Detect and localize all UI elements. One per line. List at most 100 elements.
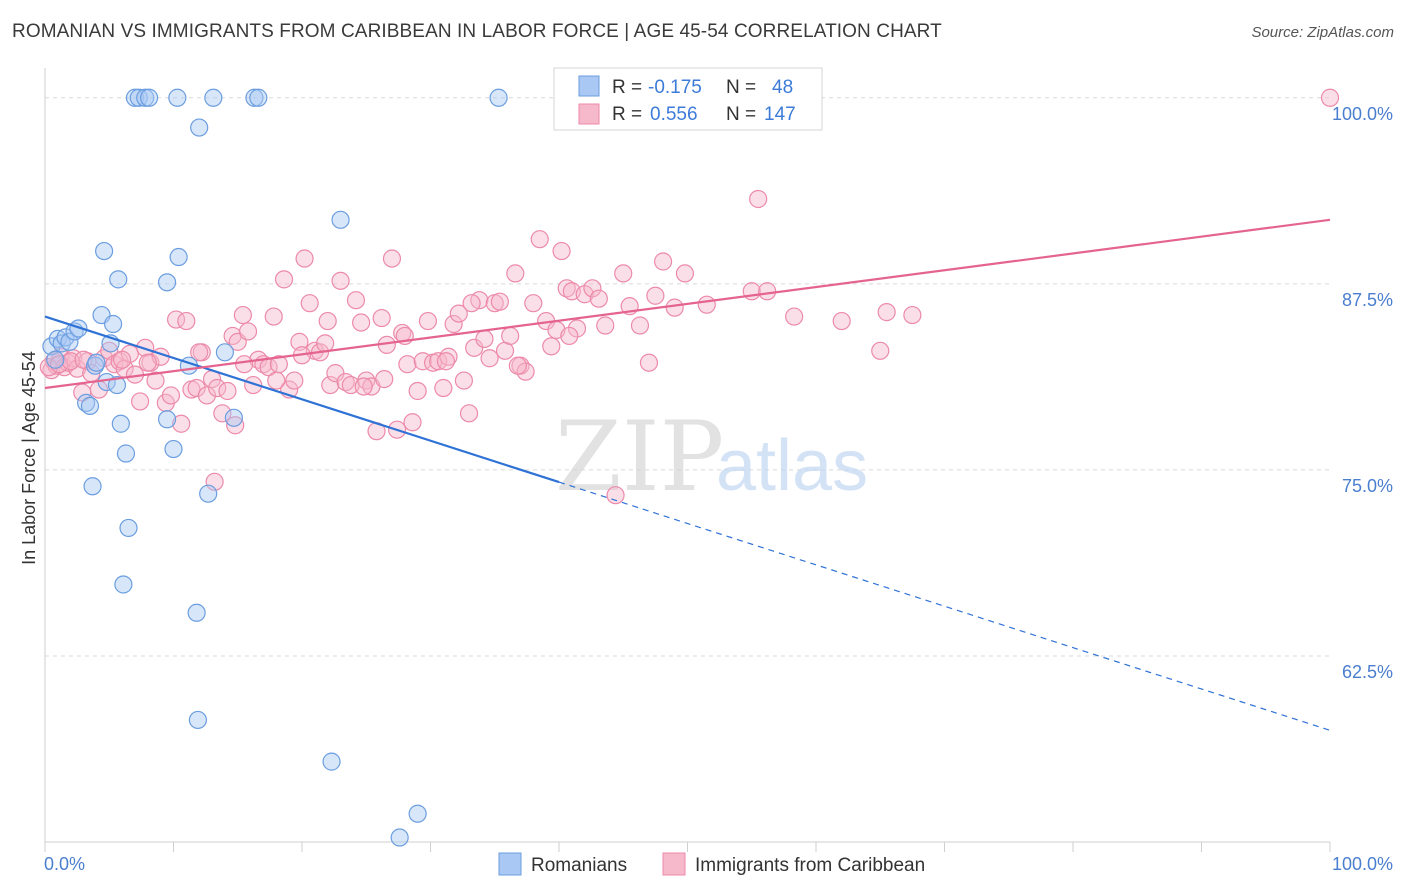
caribbean-point [375, 369, 394, 389]
caribbean-point [264, 307, 283, 326]
caribbean-point [475, 329, 494, 348]
caribbean-trend-line [44, 218, 1331, 390]
caribbean-point [213, 404, 232, 423]
romanian-point [245, 88, 264, 107]
caribbean-point [316, 334, 335, 353]
legend-n-label-1: N = [726, 77, 756, 98]
caribbean-point [542, 337, 561, 356]
romanian-point [322, 752, 341, 771]
bottom-legend-swatch-romanians [498, 852, 522, 876]
caribbean-point [832, 311, 851, 331]
romanian-point [489, 88, 508, 107]
caribbean-point [583, 279, 602, 298]
legend-swatch-romanians [578, 75, 600, 97]
y-tick-label: 62.5% [1342, 662, 1393, 682]
caribbean-point [226, 416, 245, 435]
romanian-point [86, 356, 105, 375]
caribbean-point [382, 249, 402, 268]
romanian-point [60, 332, 79, 351]
caribbean-point [398, 355, 417, 374]
romanian-point [331, 210, 350, 229]
romanian-point [408, 804, 427, 823]
caribbean-point [321, 375, 340, 395]
caribbean-point [506, 264, 525, 283]
caribbean-point [444, 314, 463, 334]
romanian-point [157, 273, 177, 292]
caribbean-point [639, 353, 659, 372]
y-tick-label: 87.5% [1342, 290, 1393, 310]
caribbean-point [372, 308, 391, 328]
legend-n-value-1: 48 [772, 77, 793, 98]
legend-r-label-2: R = [612, 104, 642, 125]
caribbean-point [557, 279, 576, 298]
caribbean-point [508, 356, 527, 375]
caribbean-point [646, 286, 665, 305]
romanian-point [136, 88, 155, 107]
romanian-point [83, 477, 102, 496]
grid-lines [45, 97, 1330, 657]
legend-swatch-caribbean [578, 103, 600, 125]
caribbean-point [459, 404, 479, 423]
romanian-point [80, 396, 100, 415]
romanian-point [215, 343, 234, 362]
romanian-point [111, 414, 130, 433]
caribbean-point [665, 298, 684, 317]
caribbean-point [1320, 88, 1340, 107]
caribbean-point [233, 305, 252, 325]
bottom-legend-caribbean: Immigrants from Caribbean [695, 855, 925, 876]
romanian-point [104, 314, 123, 334]
legend-r-label-1: R = [612, 77, 642, 98]
caribbean-point [190, 343, 209, 362]
caribbean-point [290, 332, 309, 351]
caribbean-point [877, 303, 896, 322]
caribbean-point [244, 375, 263, 395]
caribbean-point [436, 352, 456, 371]
y-tick-labels: 62.5% 75.0% 87.5% 100.0% [1332, 104, 1393, 682]
romanian-point [129, 88, 148, 107]
caribbean-point [454, 371, 474, 390]
watermark-zip: ZIP [555, 401, 724, 513]
romanian-point [157, 410, 177, 429]
caribbean-point [295, 249, 314, 268]
caribbean-point [300, 294, 319, 313]
x-tick-labels: 0.0% 100.0% [44, 854, 1393, 874]
caribbean-point [208, 378, 227, 398]
y-tick-label: 100.0% [1332, 104, 1393, 124]
caribbean-point [187, 378, 206, 398]
caribbean-point [218, 381, 237, 401]
romanian-point [169, 247, 188, 267]
caribbean-point [462, 294, 481, 313]
romanian-point [139, 88, 159, 107]
y-tick-label: 75.0% [1342, 476, 1393, 496]
caribbean-point [449, 304, 468, 323]
romanian-point [42, 337, 61, 356]
caribbean-point [418, 311, 438, 331]
romanian-point [224, 408, 243, 427]
romanian-point [95, 241, 114, 261]
romanian-point [168, 88, 187, 107]
legend-r-value-1: -0.175 [648, 77, 702, 98]
romanian-point [199, 484, 218, 503]
x-tick-label: 100.0% [1332, 854, 1393, 874]
bottom-legend-swatch-caribbean [662, 852, 686, 876]
caribbean-point [653, 252, 673, 271]
romanian-point [187, 603, 206, 622]
romanians-trend-line [44, 315, 560, 484]
caribbean-point [336, 372, 355, 392]
romanian-point [107, 375, 127, 395]
caribbean-point [606, 486, 625, 505]
watermark-atlas: atlas [716, 426, 868, 506]
caribbean-point [112, 350, 132, 369]
caribbean-point [403, 413, 422, 432]
legend-r-value-2: 0.556 [650, 104, 698, 125]
caribbean-point [161, 386, 181, 405]
y-axis-label: In Labor Force | Age 45-54 [19, 351, 39, 565]
caribbean-point [697, 295, 716, 314]
caribbean-point [465, 338, 484, 357]
romanian-point [190, 118, 209, 137]
source-note: Source: ZipAtlas.com [1251, 24, 1394, 41]
caribbean-point [238, 322, 258, 341]
caribbean-point [596, 316, 615, 335]
caribbean-point [675, 264, 695, 283]
caribbean-point [490, 292, 509, 311]
